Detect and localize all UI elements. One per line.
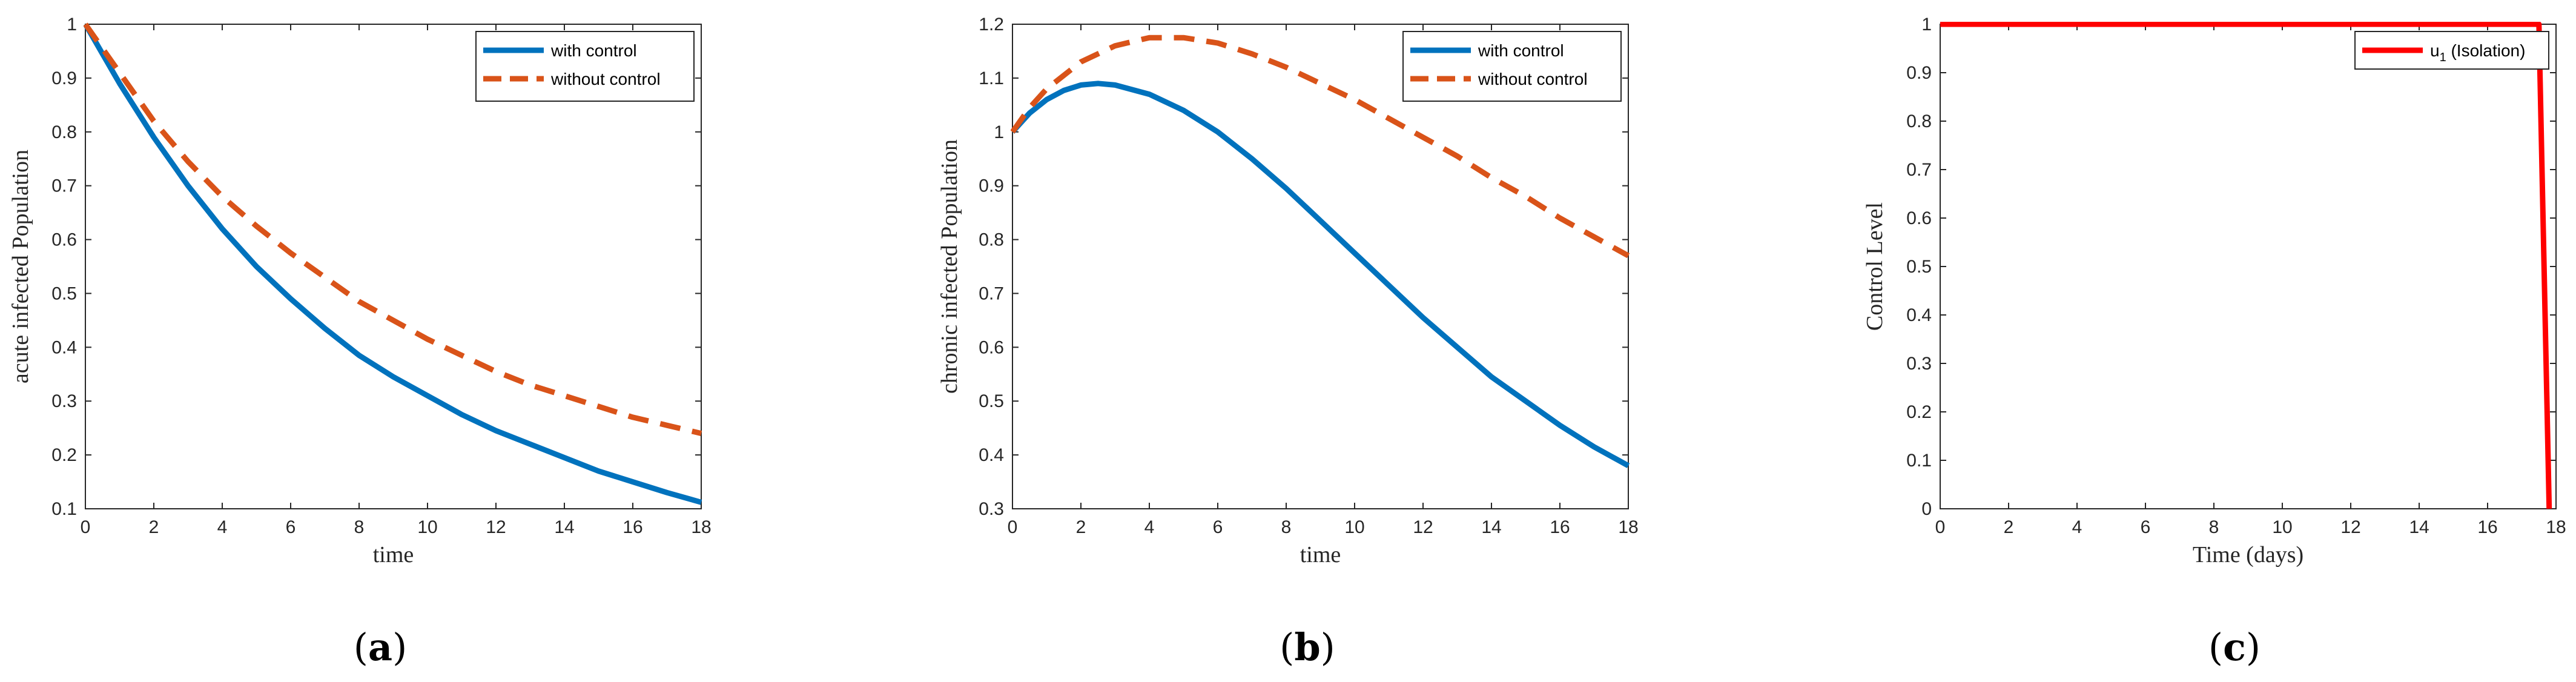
x-tick-label: 10 [2272, 517, 2292, 537]
y-tick-label: 0.2 [51, 445, 77, 465]
x-tick-label: 16 [623, 517, 642, 537]
series-line-without-control [84, 22, 702, 436]
y-axis-title: acute infected Population [8, 150, 33, 383]
x-tick-label: 10 [1344, 517, 1364, 537]
x-tick-label: 18 [1618, 517, 1638, 537]
legend-entry: with control [550, 41, 637, 60]
x-tick-label: 16 [2477, 517, 2497, 537]
x-tick-label: 4 [2072, 517, 2082, 537]
y-tick-label: 0.2 [1906, 402, 1932, 422]
plot-area [1012, 24, 1629, 509]
y-tick-label: 0.5 [1906, 257, 1932, 277]
x-tick-label: 2 [1076, 517, 1086, 537]
legend-entry: with control [1478, 41, 1564, 60]
y-tick-label: 1.1 [979, 68, 1004, 88]
x-axis-title: Time (days) [2193, 542, 2304, 568]
x-tick-label: 0 [81, 517, 91, 537]
y-tick-label: 0.6 [51, 230, 77, 250]
y-tick-label: 0.3 [979, 499, 1004, 519]
legend-entry: u1 (Isolation) [2430, 41, 2525, 64]
x-tick-label: 8 [2209, 517, 2219, 537]
chart-panel-a: 0 2 4 6 8 10 12 14 16 18 0.1 0.2 0.3 0.4 0.5 0.6 0.7 0.8 0… [8, 15, 712, 669]
y-tick-label: 0.8 [1906, 111, 1932, 131]
y-tick-label: 0.8 [979, 230, 1004, 250]
x-tick-label: 8 [1281, 517, 1292, 537]
y-tick-label: 1.2 [979, 15, 1004, 35]
chart-panel-c: 0 2 4 6 8 10 12 14 16 18 0 0.1 0.2 0.3 0.4 0.5 0.6 0.7 0.8… [1862, 15, 2566, 669]
plot-area [1940, 24, 2557, 509]
legend-box [475, 31, 695, 102]
y-tick-label: 0 [1921, 499, 1932, 519]
legend: with control without control [475, 31, 695, 102]
y-tick-label: 0.5 [979, 391, 1004, 411]
x-tick-label: 4 [217, 517, 228, 537]
x-tick-label: 6 [286, 517, 296, 537]
panel-label: (c) [2208, 625, 2261, 669]
panel-label: (a) [354, 625, 408, 669]
y-axis-title: chronic infected Population [937, 139, 962, 394]
x-axis-title: time [373, 542, 414, 568]
legend: with control without control [1402, 31, 1622, 102]
y-tick-label: 0.5 [51, 283, 77, 303]
y-axis-title: Control Level [1862, 202, 1887, 331]
chart-panel-b: 0 2 4 6 8 10 12 14 16 18 0.3 0.4 0.5 0.6 0.7 0.8 0.9 1 1.1… [937, 15, 1639, 669]
x-tick-label: 4 [1144, 517, 1155, 537]
y-tick-label: 0.8 [51, 122, 77, 142]
x-tick-label: 6 [1213, 517, 1223, 537]
x-tick-label: 14 [2409, 517, 2429, 537]
legend-entry: without control [550, 70, 661, 88]
legend-entry: without control [1478, 70, 1588, 88]
x-tick-label: 12 [486, 517, 506, 537]
y-tick-label: 0.9 [979, 176, 1004, 196]
series-line-with-control [84, 22, 702, 505]
y-tick-label: 0.7 [51, 176, 77, 196]
y-tick-label: 0.6 [1906, 208, 1932, 228]
y-tick-label: 0.3 [1906, 354, 1932, 374]
series-line-u1-isolation- [1940, 22, 2552, 509]
x-tick-label: 2 [149, 517, 159, 537]
y-tick-label: 1 [67, 15, 77, 35]
x-tick-label: 12 [1413, 517, 1433, 537]
y-tick-label: 1 [1921, 15, 1932, 35]
y-tick-label: 0.6 [979, 337, 1004, 357]
panel-label: (b) [1280, 625, 1335, 669]
y-tick-label: 0.4 [1906, 305, 1932, 325]
x-tick-label: 6 [2141, 517, 2151, 537]
x-tick-label: 16 [1550, 517, 1570, 537]
x-tick-label: 0 [1935, 517, 1946, 537]
x-tick-label: 14 [1481, 517, 1501, 537]
y-tick-label: 1 [994, 122, 1004, 142]
x-tick-label: 18 [2546, 517, 2566, 537]
x-tick-label: 8 [354, 517, 365, 537]
series-line-without-control [1011, 35, 1630, 259]
x-tick-label: 14 [554, 517, 574, 537]
legend: u1 (Isolation) [2354, 31, 2549, 70]
y-tick-label: 0.3 [51, 391, 77, 411]
y-tick-label: 0.1 [51, 499, 77, 519]
x-tick-label: 0 [1008, 517, 1018, 537]
x-axis-title: time [1300, 542, 1341, 568]
y-tick-label: 0.7 [1906, 160, 1932, 180]
y-tick-label: 0.9 [51, 68, 77, 88]
x-tick-label: 12 [2340, 517, 2360, 537]
x-tick-label: 2 [2004, 517, 2014, 537]
series-line-with-control [1011, 81, 1630, 468]
y-tick-label: 0.4 [51, 337, 77, 357]
legend-box [1402, 31, 1622, 102]
y-tick-label: 0.1 [1906, 451, 1932, 471]
y-tick-label: 0.4 [979, 445, 1004, 465]
y-tick-label: 0.9 [1906, 63, 1932, 83]
x-tick-label: 10 [417, 517, 437, 537]
plot-area [85, 24, 702, 509]
x-tick-label: 18 [691, 517, 711, 537]
y-tick-label: 0.7 [979, 283, 1004, 303]
